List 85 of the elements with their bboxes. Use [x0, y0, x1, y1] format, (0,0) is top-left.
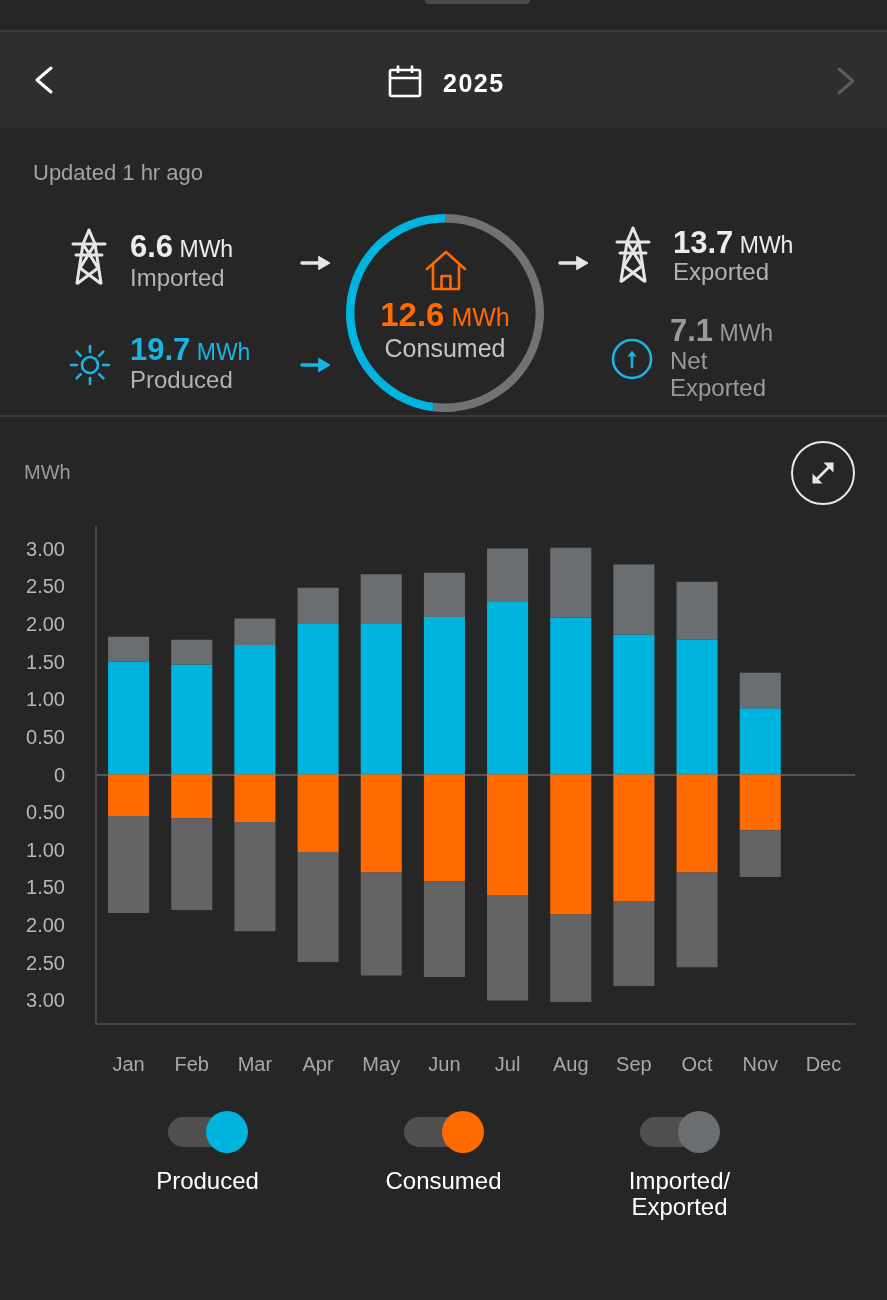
- text: Net Exported: [670, 346, 768, 401]
- bar: [234, 774, 276, 822]
- y-tick-label: 1.50: [26, 650, 65, 673]
- bar: [676, 581, 718, 640]
- text: 13.7 MWh: [673, 225, 794, 260]
- bar: [360, 574, 402, 624]
- bar: [360, 774, 402, 873]
- bar: [739, 708, 781, 775]
- bar: [360, 623, 402, 775]
- bar: [360, 872, 402, 976]
- bar: [108, 661, 150, 775]
- text: Updated 1 hr ago: [33, 159, 204, 187]
- x-tick-label: Nov: [742, 1053, 779, 1075]
- x-tick-label: Jun: [428, 1053, 461, 1075]
- bar: [297, 623, 339, 775]
- x-tick-label: Mar: [237, 1053, 273, 1075]
- bar: [613, 564, 655, 635]
- bar: [487, 894, 529, 1001]
- text: Produced: [130, 365, 233, 395]
- y-tick-label: 2.50: [26, 575, 65, 598]
- y-tick-label: 2.50: [26, 951, 65, 974]
- y-tick-label: 2.00: [26, 914, 65, 937]
- text: 12.6 MWh: [380, 296, 510, 333]
- bar: [550, 617, 592, 775]
- bar: [108, 774, 150, 816]
- bar: [423, 774, 465, 882]
- bar: [487, 602, 529, 775]
- x-tick-label: Sep: [616, 1053, 652, 1075]
- legend-label: Imported/Exported: [627, 1167, 732, 1220]
- bar: [613, 774, 655, 902]
- y-tick-label: 1.50: [26, 876, 65, 899]
- y-tick-label: 2.00: [26, 612, 65, 635]
- x-tick-label: Aug: [552, 1053, 589, 1075]
- text: Imported: [130, 263, 225, 293]
- bar: [739, 830, 781, 877]
- bar: [676, 639, 718, 775]
- bar: [171, 664, 213, 775]
- bar: [234, 644, 276, 775]
- bar: [487, 548, 529, 603]
- x-tick-label: Jul: [494, 1053, 521, 1075]
- bar: [423, 881, 465, 978]
- bar: [550, 914, 592, 1002]
- bar: [423, 617, 465, 775]
- y-tick-label: 0.50: [26, 801, 65, 824]
- y-tick-label: 0: [53, 763, 65, 786]
- bar: [297, 587, 339, 624]
- x-tick-label: Feb: [174, 1053, 209, 1075]
- bar: [234, 821, 276, 932]
- x-tick-label: Oct: [681, 1053, 714, 1075]
- y-axis-title: MWh: [24, 461, 71, 483]
- bar: [487, 774, 529, 895]
- x-tick-label: Apr: [302, 1053, 334, 1075]
- bar: [550, 774, 592, 915]
- y-tick-label: 3.00: [26, 537, 65, 560]
- text: Exported: [673, 257, 770, 287]
- bar: [234, 618, 276, 645]
- bar: [108, 815, 150, 914]
- text: Consumed: [383, 333, 507, 363]
- bar: [613, 634, 655, 775]
- bar: [171, 639, 213, 665]
- bar: [613, 901, 655, 987]
- bar: [676, 774, 718, 873]
- bar: [550, 547, 592, 618]
- text: 2025: [443, 68, 505, 98]
- text: 19.7 MWh: [130, 332, 251, 367]
- bar: [297, 852, 339, 962]
- x-tick-label: Dec: [805, 1053, 842, 1075]
- bar: [739, 672, 781, 709]
- text: 6.6 MWh: [130, 229, 234, 264]
- bar: [171, 774, 213, 819]
- y-tick-label: 1.00: [26, 688, 65, 711]
- x-tick-label: May: [362, 1053, 401, 1075]
- bar: [676, 872, 718, 968]
- legend-label: Produced: [156, 1167, 259, 1194]
- bar: [739, 774, 781, 831]
- bar: [297, 774, 339, 853]
- text: 7.1 MWh: [670, 313, 774, 348]
- bar: [108, 636, 150, 662]
- y-tick-label: 3.00: [26, 989, 65, 1012]
- bar: [171, 818, 213, 911]
- bar: [423, 572, 465, 618]
- x-tick-label: Jan: [112, 1053, 145, 1075]
- legend-label: Consumed: [385, 1167, 502, 1194]
- y-tick-label: 1.00: [26, 838, 65, 861]
- y-tick-label: 0.50: [26, 725, 65, 748]
